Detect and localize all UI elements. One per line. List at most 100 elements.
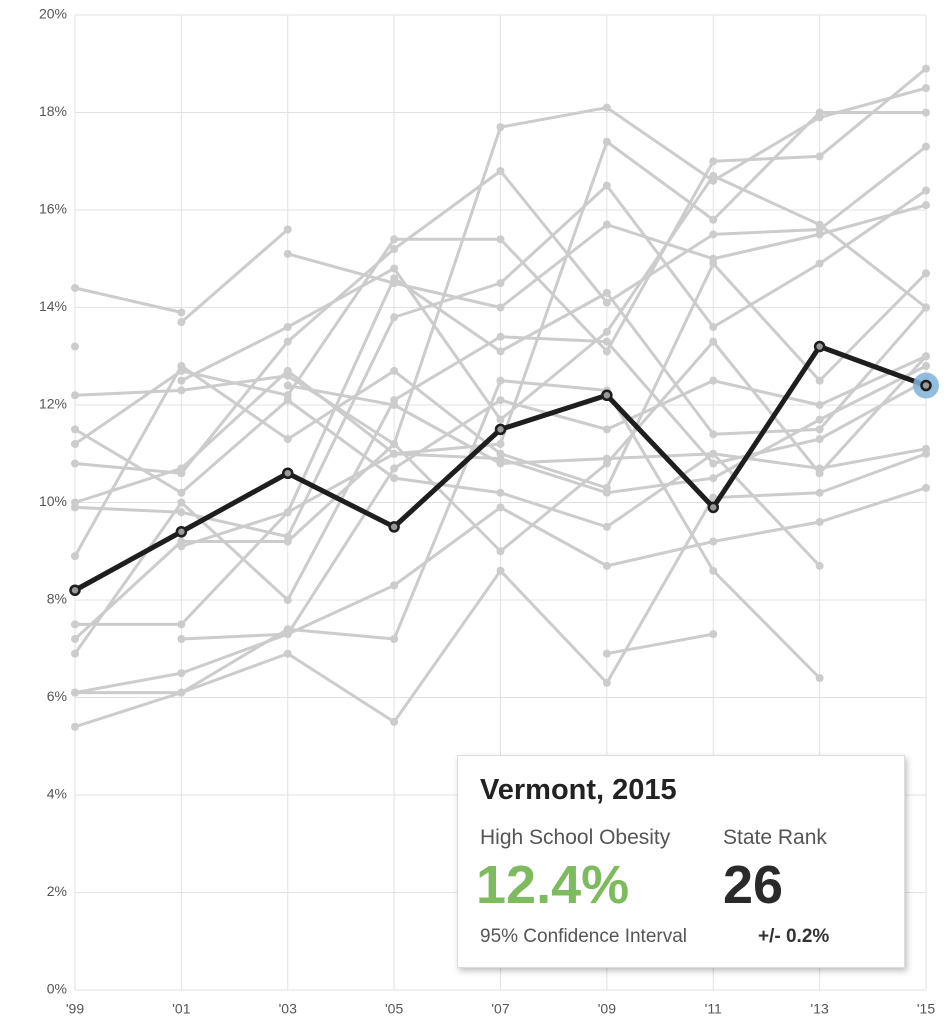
- state-point: [922, 362, 930, 370]
- highlight-point: [69, 584, 81, 596]
- y-tick-label: 16%: [39, 201, 67, 217]
- state-point: [709, 376, 718, 385]
- state-point: [602, 298, 611, 307]
- state-point: [283, 366, 292, 375]
- state-point: [177, 386, 186, 395]
- state-point: [71, 459, 79, 468]
- state-line: [74, 398, 821, 567]
- state-point: [602, 220, 611, 229]
- state-point: [815, 376, 824, 385]
- state-point: [283, 435, 292, 444]
- state-point: [922, 352, 930, 361]
- state-point: [71, 391, 79, 400]
- rank-label: State Rank: [723, 826, 827, 849]
- state-point: [602, 488, 611, 497]
- state-point: [602, 288, 611, 297]
- state-point: [922, 64, 930, 73]
- state-point: [922, 444, 930, 453]
- state-point: [602, 181, 611, 190]
- state-point: [177, 620, 186, 629]
- state-point: [922, 201, 930, 210]
- rank-value: 26: [723, 855, 784, 915]
- state-point: [815, 152, 824, 161]
- state-point: [177, 669, 186, 678]
- state-point: [496, 454, 505, 463]
- ci-label: 95% Confidence Interval: [480, 926, 688, 947]
- metric-label: High School Obesity: [480, 826, 671, 849]
- state-point: [390, 581, 399, 590]
- state-point: [922, 186, 930, 195]
- state-point: [709, 430, 718, 439]
- x-tick-label: '15: [917, 1001, 935, 1017]
- state-point: [71, 620, 79, 629]
- state-point: [71, 649, 79, 658]
- x-tick-label: '99: [66, 1001, 84, 1017]
- highlight-point: [920, 379, 932, 392]
- state-point: [496, 440, 505, 448]
- state-point: [602, 103, 611, 112]
- y-tick-label: 6%: [47, 688, 67, 704]
- state-point: [602, 454, 611, 463]
- state-point: [922, 483, 930, 492]
- state-point: [177, 542, 186, 551]
- state-point: [177, 498, 186, 507]
- state-point: [815, 415, 824, 424]
- y-tick-label: 4%: [47, 786, 67, 802]
- highlight-point: [388, 521, 400, 533]
- tooltip: Vermont, 2015 High School Obesity State …: [457, 755, 905, 968]
- x-tick-label: '01: [172, 1001, 190, 1017]
- state-point: [922, 84, 930, 93]
- state-point: [602, 347, 611, 356]
- state-point: [71, 425, 79, 434]
- state-point: [496, 503, 505, 512]
- state-point: [815, 518, 824, 526]
- state-point: [815, 425, 824, 434]
- state-point: [709, 171, 718, 180]
- state-point: [709, 215, 718, 224]
- state-point: [496, 488, 505, 497]
- state-point: [709, 566, 718, 575]
- state-point: [283, 630, 292, 639]
- state-point: [71, 342, 79, 351]
- highlight-point: [282, 467, 294, 479]
- state-line: [180, 364, 927, 548]
- x-tick-label: '03: [279, 1001, 297, 1017]
- x-tick-label: '13: [811, 1001, 829, 1017]
- state-point: [390, 635, 399, 643]
- x-tick-label: '05: [385, 1001, 403, 1017]
- state-point: [815, 674, 824, 682]
- state-point: [709, 474, 718, 483]
- state-point: [177, 635, 186, 643]
- state-point: [602, 337, 611, 346]
- state-point: [602, 327, 611, 336]
- x-tick-label: '07: [491, 1001, 509, 1017]
- state-point: [283, 337, 292, 346]
- tooltip-title: Vermont, 2015: [480, 774, 677, 806]
- highlight-point: [707, 501, 719, 514]
- state-point: [283, 508, 292, 517]
- state-point: [602, 649, 611, 658]
- state-point: [496, 303, 505, 312]
- state-point: [496, 167, 505, 175]
- state-point: [177, 376, 186, 385]
- state-point: [709, 630, 718, 639]
- state-point: [496, 396, 505, 405]
- state-point: [71, 284, 79, 292]
- state-point: [177, 362, 186, 370]
- x-tick-label: '09: [598, 1001, 616, 1017]
- state-point: [496, 123, 505, 132]
- state-point: [390, 440, 399, 448]
- state-point: [496, 332, 505, 341]
- state-point: [709, 493, 718, 502]
- state-point: [177, 508, 186, 517]
- state-point: [815, 435, 824, 444]
- state-point: [71, 722, 79, 731]
- state-line: [180, 174, 927, 422]
- x-tick-label: '11: [705, 1001, 722, 1017]
- state-point: [815, 401, 824, 409]
- state-line: [180, 228, 289, 324]
- state-line: [74, 286, 182, 314]
- state-point: [709, 537, 718, 546]
